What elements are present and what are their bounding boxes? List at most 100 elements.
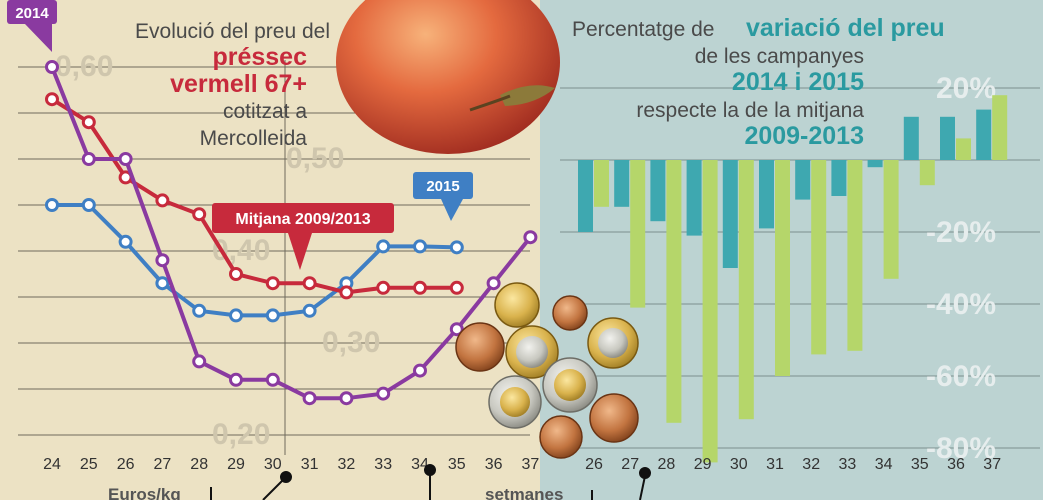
line-chart-series: [45, 60, 538, 406]
data-point: [229, 372, 243, 387]
bar-2014-week-36: [940, 116, 955, 160]
bar-2014-week-34: [867, 160, 883, 168]
left-title-line2: préssec: [212, 43, 307, 71]
right-title-line4: respecte la de la mitjana: [636, 99, 864, 122]
left-x-axis: 24 25 26 27 28 29 30 31 32 33 34 35 36 37: [43, 456, 539, 473]
right-x-tick-label: 30: [730, 456, 748, 473]
right-title-line5: 2009-2013: [744, 122, 864, 150]
peach-illustration: [336, 0, 560, 154]
left-x-tick-label: 24: [43, 456, 61, 473]
right-title-line2: de les campanyes: [695, 45, 864, 68]
left-x-tick-label: 29: [227, 456, 245, 473]
left-title-line5: Mercolleida: [200, 127, 308, 150]
left-y-tick-label: 0,60: [55, 50, 113, 83]
bar-2015-week-30: [738, 160, 754, 420]
bar-2014-week-27: [614, 160, 630, 207]
bar-2014-week-30: [722, 160, 738, 268]
label-2015: 2015: [426, 178, 459, 195]
right-title-line1b: variació del preu: [746, 14, 945, 42]
series-mitjana-2009-2013: [45, 92, 464, 300]
left-x-tick-label: 33: [374, 456, 392, 473]
right-chart-grid: 20% -20% -40% -60% -80%: [560, 72, 1040, 465]
right-y-tick-label: -20%: [926, 216, 996, 249]
data-point: [81, 198, 96, 212]
label-mitjana-callout: Mitjana 2009/2013: [212, 203, 394, 270]
left-x-tick-label: 30: [264, 456, 282, 473]
data-point: [302, 391, 317, 406]
data-point: [81, 115, 96, 130]
left-x-tick-label: 37: [522, 456, 540, 473]
y-unit-label: Euros/kg: [108, 485, 181, 500]
right-title-line1a: Percentatge de: [572, 18, 714, 41]
bar-2015-week-34: [883, 160, 899, 279]
bar-2015-week-27: [630, 160, 646, 308]
data-point: [376, 239, 391, 254]
data-point: [339, 391, 354, 406]
weeks-label: setmanes: [485, 485, 563, 500]
right-x-tick-label: 32: [802, 456, 820, 473]
bar-2015-week-28: [666, 160, 682, 423]
data-point: [265, 276, 280, 291]
left-y-tick-label: 0,20: [212, 418, 270, 451]
bar-2015-week-35: [919, 160, 935, 186]
data-point: [192, 354, 207, 369]
right-x-tick-label: 28: [658, 456, 676, 473]
data-point: [118, 234, 133, 249]
data-point: [413, 280, 427, 295]
right-x-tick-label: 35: [911, 456, 929, 473]
data-point: [376, 386, 391, 401]
left-title-line1: Evolució del preu del: [135, 20, 330, 43]
data-point: [265, 372, 280, 387]
data-point: [229, 308, 243, 323]
bar-2015-week-37: [992, 95, 1008, 160]
data-point: [302, 303, 317, 318]
left-x-tick-label: 26: [117, 456, 135, 473]
data-point: [413, 363, 427, 378]
bar-2014-week-35: [903, 116, 919, 160]
left-x-tick-label: 35: [448, 456, 466, 473]
bar-chart-bars: [578, 95, 1008, 463]
bar-2015-week-26: [594, 160, 609, 207]
data-point: [449, 280, 464, 295]
right-x-tick-label: 33: [839, 456, 857, 473]
bar-2014-week-32: [795, 160, 811, 200]
data-point: [413, 239, 427, 254]
right-x-tick-label: 36: [947, 456, 965, 473]
label-mitjana: Mitjana 2009/2013: [235, 211, 370, 228]
left-y-tick-label: 0,30: [322, 326, 380, 359]
left-x-tick-label: 32: [338, 456, 356, 473]
bar-2014-week-33: [831, 160, 847, 196]
data-point: [339, 285, 354, 300]
data-point: [486, 276, 501, 291]
data-point: [155, 253, 170, 268]
right-x-tick-label: 29: [694, 456, 712, 473]
right-x-tick-label: 34: [875, 456, 893, 473]
data-point: [155, 193, 170, 208]
data-point: [45, 92, 59, 107]
series-2014: [45, 60, 538, 406]
bar-2014-week-29: [686, 160, 702, 236]
bar-2015-week-36: [956, 138, 971, 160]
left-x-tick-label: 27: [154, 456, 172, 473]
data-point: [449, 322, 464, 337]
data-point: [229, 267, 243, 281]
bar-2015-week-29: [702, 160, 718, 463]
right-y-tick-label: -60%: [926, 360, 996, 393]
data-point: [118, 152, 133, 166]
right-x-tick-label: 37: [983, 456, 1001, 473]
right-x-tick-label: 31: [766, 456, 784, 473]
bar-2015-week-31: [775, 160, 790, 376]
data-point: [376, 280, 391, 295]
data-point: [302, 276, 317, 291]
data-point: [449, 240, 464, 255]
left-title-line3: vermell 67+: [170, 70, 307, 98]
label-2015-callout: 2015: [413, 172, 473, 221]
left-y-tick-label: 0,50: [286, 142, 344, 175]
left-x-tick-label: 36: [485, 456, 503, 473]
data-point: [192, 207, 207, 222]
right-x-tick-label: 26: [585, 456, 603, 473]
data-point: [45, 60, 59, 74]
label-2014-callout: 2014: [7, 0, 57, 52]
bar-2014-week-26: [578, 160, 593, 232]
